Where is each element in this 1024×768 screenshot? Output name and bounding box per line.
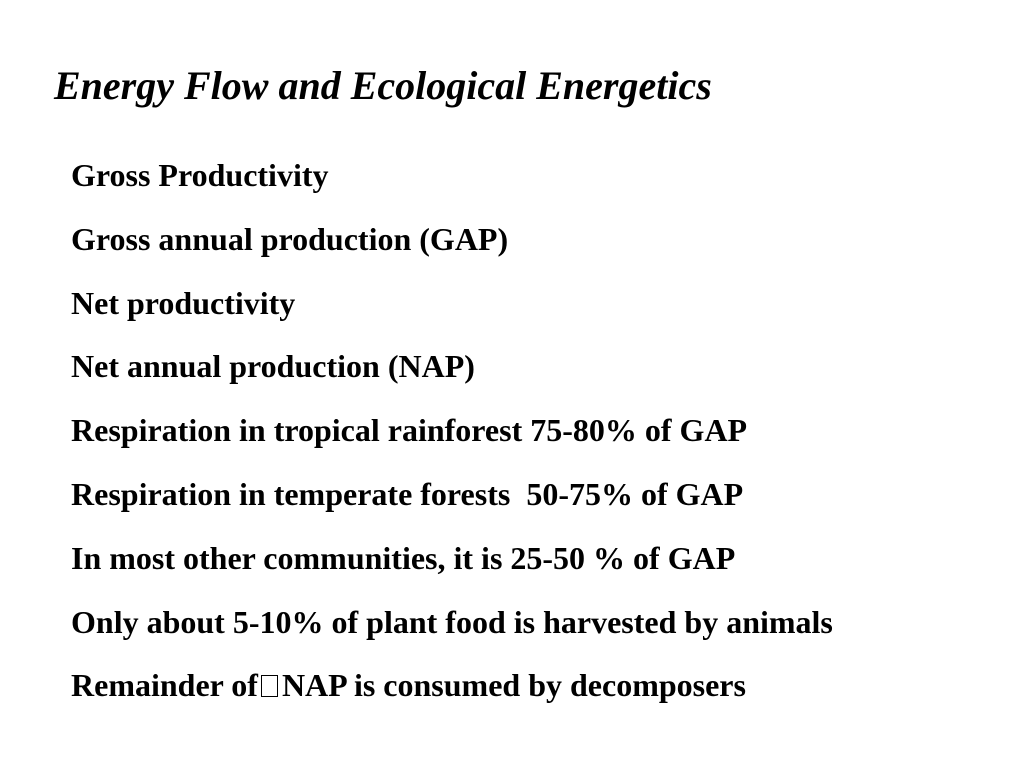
list-item-respiration-tropical: Respiration in tropical rainforest 75-80… <box>71 412 748 449</box>
list-item-plant-food-harvested: Only about 5-10% of plant food is harves… <box>71 603 833 640</box>
remainder-text-end: NAP is consumed by decomposers <box>281 667 746 704</box>
list-item-gap: Gross annual production (GAP) <box>71 220 509 257</box>
list-item-gross-productivity: Gross Productivity <box>71 157 329 193</box>
list-item-remainder-nap: Remainder of NAP is consumed by decompose… <box>71 660 833 724</box>
list-item-other-communities: In most other communities, it is 25-50 %… <box>71 539 736 576</box>
list-item-respiration-temperate: Respiration in temperate forests 50-75% … <box>71 475 744 512</box>
remainder-text-start: Remainder of <box>71 667 258 704</box>
bullet-list: Gross Productivity Gross annual producti… <box>71 150 833 724</box>
missing-glyph-box <box>260 675 278 698</box>
list-item-net-productivity: Net productivity <box>71 284 296 321</box>
list-item-nap: Net annual production (NAP) <box>71 348 475 385</box>
slide-title: Energy Flow and Ecological Energetics <box>54 63 712 108</box>
